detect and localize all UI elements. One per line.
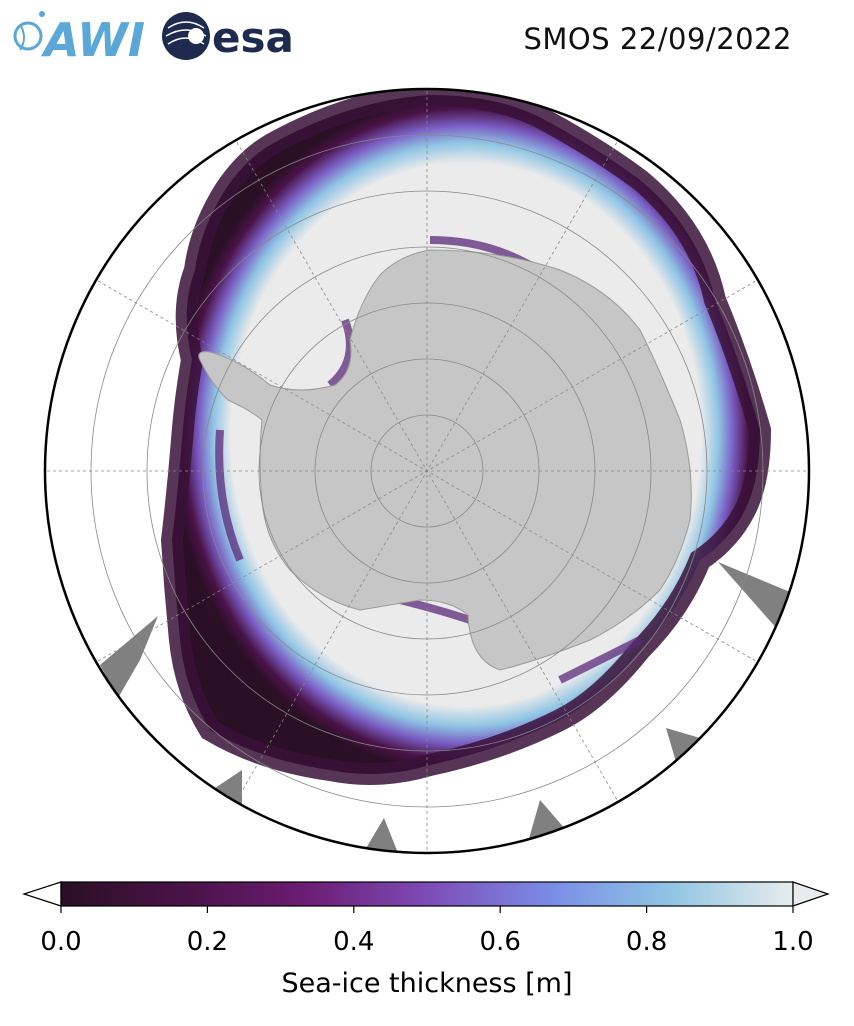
colorbar-tick-label: 0.6 <box>480 927 521 957</box>
colorbar-ticks: 0.0 0.2 0.4 0.6 0.8 1.0 <box>40 906 814 957</box>
colorbar-gradient <box>60 881 794 907</box>
meridians <box>45 89 809 853</box>
no-data-wedges <box>100 562 790 853</box>
map-boundary <box>43 87 811 855</box>
awi-logo-text: AWI <box>41 13 145 66</box>
colorbar-label: Sea-ice thickness [m] <box>281 968 572 999</box>
colorbar-tick-label: 0.4 <box>333 927 374 957</box>
colorbar-tick-label: 0.8 <box>626 927 667 957</box>
colorbar-tick-label: 0.2 <box>187 927 228 957</box>
esa-logo-text: esa <box>212 13 294 62</box>
colorbar-tick-label: 1.0 <box>772 927 813 957</box>
polar-map <box>43 87 811 855</box>
awi-logo: AWI <box>13 11 145 66</box>
colorbar-extend-high <box>792 881 830 907</box>
logo-group: AWI esa <box>13 11 294 66</box>
map-title: SMOS 22/09/2022 <box>523 22 792 56</box>
colorbar: 0.0 0.2 0.4 0.6 0.8 1.0 Sea-ice thickness [m] <box>22 881 830 999</box>
colorbar-tick-label: 0.0 <box>40 927 81 957</box>
colorbar-extend-low <box>22 881 62 907</box>
antarctica-landmass <box>198 249 692 671</box>
thin-ice-edge <box>160 89 772 785</box>
esa-logo: esa <box>162 12 294 62</box>
